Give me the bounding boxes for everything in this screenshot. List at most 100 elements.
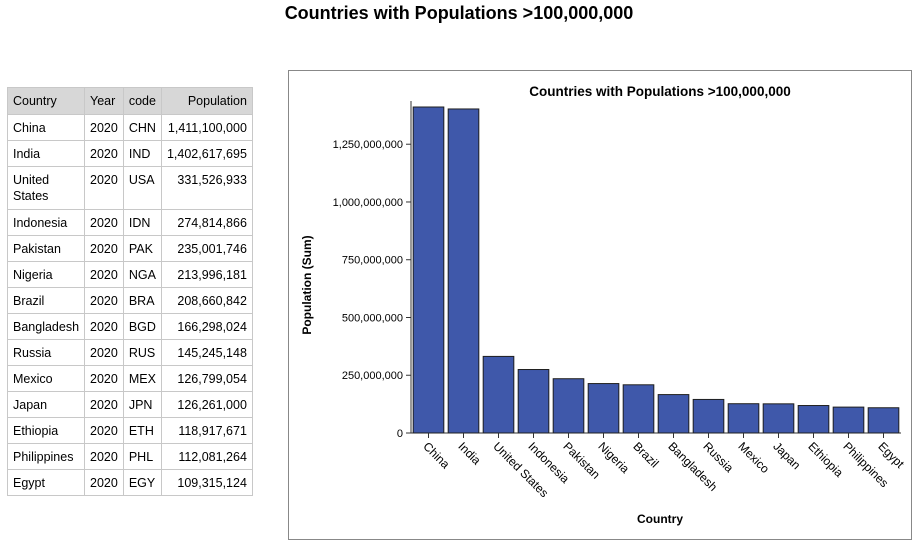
cell-country: Nigeria [6,261,86,288]
table-row: Japan 2020 JPN 126,261,000 [6,391,253,418]
cell-country: Pakistan [6,235,86,262]
x-tick-label: Brazil [630,439,661,470]
cell-population: 145,245,148 [160,339,253,366]
column-header-year: Year [84,87,124,115]
bar [587,383,620,434]
cell-country: China [6,114,86,141]
bar [447,108,480,434]
cell-population: 112,081,264 [160,443,253,470]
table-row: Egypt 2020 EGY 109,315,124 [6,469,253,496]
bar [657,394,690,434]
table-header-row: Country Year code Population [6,87,253,115]
table-row: United States 2020 USA 331,526,933 [6,166,253,210]
cell-year: 2020 [84,166,124,210]
cell-code: JPN [122,391,162,418]
column-header-population: Population [160,87,253,115]
cell-code: IDN [122,209,162,236]
cell-code: RUS [122,339,162,366]
cell-country: Indonesia [6,209,86,236]
bar [412,106,445,434]
cell-country: Mexico [6,365,86,392]
cell-country: Philippines [6,443,86,470]
table-row: Russia 2020 RUS 145,245,148 [6,339,253,366]
y-tick-label: 0 [397,428,403,440]
cell-year: 2020 [84,313,124,340]
table-row: Ethiopia 2020 ETH 118,917,671 [6,417,253,444]
cell-code: ETH [122,417,162,444]
cell-code: PHL [122,443,162,470]
bar [552,378,585,434]
population-table: Country Year code Population China 2020 CH… [6,87,253,496]
bar [692,398,725,434]
cell-country: India [6,140,86,167]
y-axis-label: Population (Sum) [300,235,314,334]
cell-population: 166,298,024 [160,313,253,340]
bar [762,403,795,434]
x-axis-label: Country [637,512,683,526]
bar [867,407,900,434]
x-tick-label: Egypt [875,439,907,471]
cell-year: 2020 [84,235,124,262]
cell-year: 2020 [84,391,124,418]
table-row: China 2020 CHN 1,411,100,000 [6,114,253,141]
cell-population: 126,261,000 [160,391,253,418]
cell-year: 2020 [84,469,124,496]
x-tick-label: India [455,439,484,468]
x-tick-label: Ethiopia [805,439,846,480]
table-row: Nigeria 2020 NGA 213,996,181 [6,261,253,288]
bar [482,355,515,434]
cell-year: 2020 [84,209,124,236]
cell-population: 235,001,746 [160,235,253,262]
cell-population: 109,315,124 [160,469,253,496]
cell-code: BRA [122,287,162,314]
table-row: India 2020 IND 1,402,617,695 [6,140,253,167]
cell-country: United States [6,166,86,210]
cell-population: 126,799,054 [160,365,253,392]
cell-population: 1,402,617,695 [160,140,253,167]
cell-code: USA [122,166,162,210]
cell-population: 1,411,100,000 [160,114,253,141]
cell-population: 331,526,933 [160,166,253,210]
cell-code: PAK [122,235,162,262]
cell-population: 208,660,842 [160,287,253,314]
table-row: Bangladesh 2020 BGD 166,298,024 [6,313,253,340]
column-header-code: code [122,87,162,115]
cell-year: 2020 [84,140,124,167]
bar [517,369,550,434]
cell-country: Egypt [6,469,86,496]
cell-country: Japan [6,391,86,418]
chart-frame: Countries with Populations >100,000,000 … [288,70,912,540]
table-row: Mexico 2020 MEX 126,799,054 [6,365,253,392]
table-row: Indonesia 2020 IDN 274,814,866 [6,209,253,236]
bar [832,406,865,434]
cell-country: Ethiopia [6,417,86,444]
table-row: Philippines 2020 PHL 112,081,264 [6,443,253,470]
cell-year: 2020 [84,114,124,141]
table-row: Brazil 2020 BRA 208,660,842 [6,287,253,314]
cell-code: IND [122,140,162,167]
cell-country: Brazil [6,287,86,314]
cell-code: MEX [122,365,162,392]
bar [622,384,655,434]
y-tick-label: 750,000,000 [342,255,403,267]
chart-title: Countries with Populations >100,000,000 [529,84,790,99]
bar [797,405,830,434]
bar [727,403,760,434]
cell-year: 2020 [84,443,124,470]
table-row: Pakistan 2020 PAK 235,001,746 [6,235,253,262]
y-tick-label: 250,000,000 [342,370,403,382]
cell-code: BGD [122,313,162,340]
cell-code: NGA [122,261,162,288]
cell-year: 2020 [84,261,124,288]
cell-year: 2020 [84,287,124,314]
bar-chart: Countries with Populations >100,000,000 … [300,84,907,526]
cell-code: CHN [122,114,162,141]
cell-population: 118,917,671 [160,417,253,444]
cell-country: Bangladesh [6,313,86,340]
x-tick-label: Mexico [735,439,772,476]
cell-code: EGY [122,469,162,496]
page-title: Countries with Populations >100,000,000 [284,3,634,23]
cell-population: 213,996,181 [160,261,253,288]
cell-country: Russia [6,339,86,366]
column-header-country: Country [6,87,86,115]
